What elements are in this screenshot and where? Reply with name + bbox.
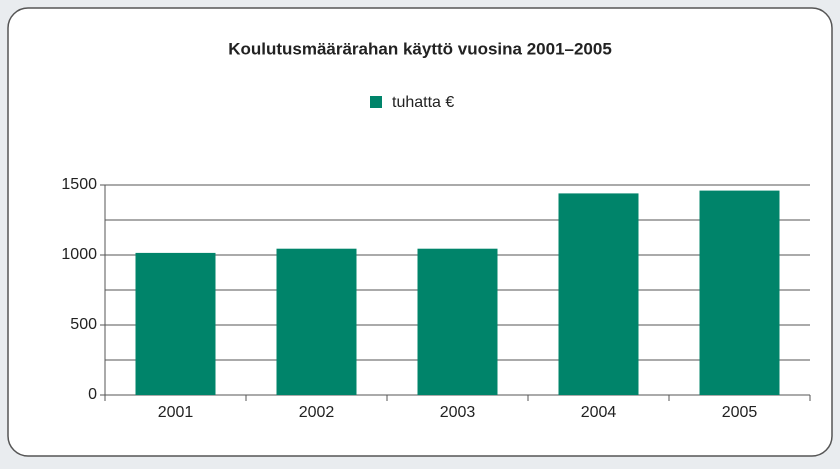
bar	[417, 248, 498, 395]
chart-title: Koulutusmäärärahan käyttö vuosina 2001–2…	[228, 39, 612, 58]
x-tick-label: 2004	[581, 404, 617, 421]
y-tick-label: 1000	[61, 246, 97, 263]
y-tick-label: 0	[88, 386, 97, 403]
bar	[135, 252, 216, 395]
x-tick-label: 2003	[440, 404, 476, 421]
y-tick-label: 500	[70, 316, 97, 333]
legend-swatch	[370, 96, 382, 108]
y-tick-label: 1500	[61, 176, 97, 193]
bar	[276, 248, 357, 395]
x-tick-label: 2002	[299, 404, 335, 421]
bar	[558, 193, 639, 395]
x-tick-label: 2001	[158, 404, 194, 421]
x-tick-label: 2005	[722, 404, 758, 421]
bar	[699, 190, 780, 395]
legend-label: tuhatta €	[392, 94, 454, 111]
